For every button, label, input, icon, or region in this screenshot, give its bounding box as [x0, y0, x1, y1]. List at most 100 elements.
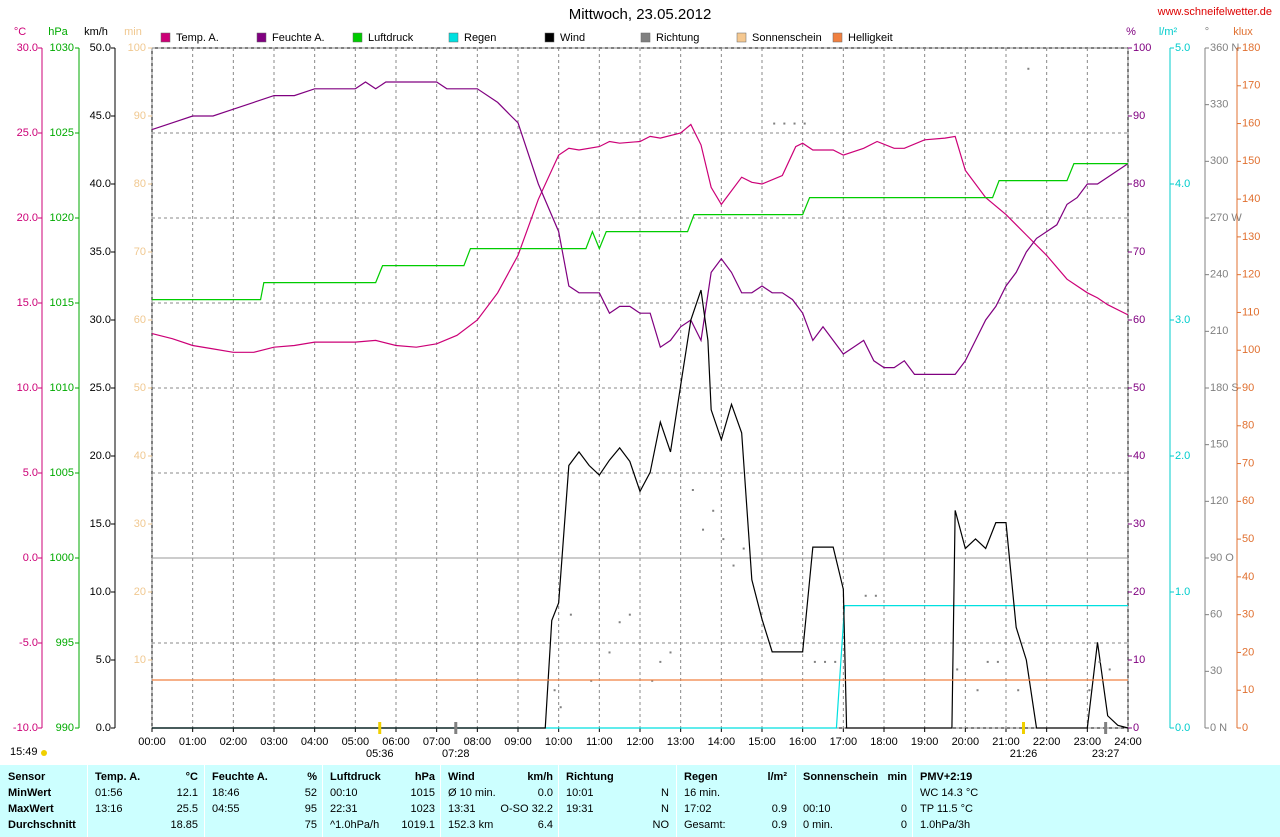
table-cell: l/m²	[767, 771, 787, 783]
y-tick-label: 1010	[50, 382, 74, 394]
table-cell: 0 min.	[803, 819, 833, 831]
direction-dot	[813, 660, 816, 663]
table-cell: 1019.1	[401, 819, 435, 831]
x-tick-label: 10:00	[545, 736, 573, 748]
y-tick-label: 90	[134, 110, 146, 122]
direction-dot	[986, 660, 989, 663]
y-tick-label: 140	[1242, 193, 1260, 205]
direction-dot	[1088, 689, 1091, 692]
legend-swatch	[160, 32, 171, 43]
y-tick-label: 10	[134, 654, 146, 666]
series-line	[151, 81, 1129, 375]
y-tick-label: 25.0	[17, 127, 38, 139]
y-tick-label: 1000	[50, 552, 74, 564]
y-tick-label: 60	[1242, 495, 1254, 507]
axis-unit: klux	[1233, 26, 1253, 38]
y-tick-label: 10.0	[90, 586, 111, 598]
table-cell: ^1.0hPa/h	[330, 819, 380, 831]
x-tick-label: 03:00	[260, 736, 288, 748]
y-tick-label: 1015	[50, 297, 74, 309]
event-label: 21:26	[1010, 748, 1038, 760]
y-tick-label: 30.0	[17, 42, 38, 54]
table-cell: km/h	[527, 771, 553, 783]
x-tick-label: 09:00	[504, 736, 532, 748]
direction-dot	[722, 538, 725, 541]
table-cell: 00:10	[803, 803, 831, 815]
y-tick-label: 10.0	[17, 382, 38, 394]
table-cell: 12.1	[176, 787, 198, 799]
x-tick-label: 05:00	[342, 736, 370, 748]
direction-dot	[793, 122, 796, 125]
table-cell: Ø 10 min.	[448, 787, 496, 799]
y-tick-label: 10	[1242, 684, 1254, 696]
table-cell: 1.0hPa/3h	[920, 819, 971, 831]
direction-dot	[590, 679, 593, 682]
table-cell: 0	[900, 819, 907, 831]
y-tick-label: 70	[1133, 246, 1145, 258]
y-tick-label: 40.0	[90, 178, 111, 190]
legend-swatch	[832, 32, 843, 43]
direction-dot	[1108, 668, 1111, 671]
y-tick-label: 1.0	[1175, 586, 1190, 598]
y-tick-label: 90 O	[1210, 552, 1234, 564]
x-tick-label: 01:00	[179, 736, 207, 748]
legend-label: Helligkeit	[848, 32, 893, 44]
y-tick-label: 110	[1242, 306, 1260, 318]
footer-note: 15:49	[10, 746, 38, 758]
legend-label: Regen	[464, 32, 496, 44]
direction-dot	[996, 660, 999, 663]
direction-dot	[618, 621, 621, 624]
column-separator	[912, 765, 913, 837]
x-tick-label: 08:00	[464, 736, 492, 748]
y-tick-label: 4.0	[1175, 178, 1190, 190]
legend-label: Sonnenschein	[752, 32, 822, 44]
legend-swatch	[544, 32, 555, 43]
table-cell: Gesamt:	[684, 819, 726, 831]
y-tick-label: 995	[56, 637, 74, 649]
x-tick-label: 11:00	[586, 736, 613, 748]
direction-dot	[608, 651, 611, 654]
series-line	[152, 163, 1128, 301]
legend-swatch	[736, 32, 747, 43]
table-cell: 6.4	[537, 819, 553, 831]
x-tick-label: 15:00	[748, 736, 776, 748]
table-cell: 22:31	[330, 803, 358, 815]
table-cell: 10:01	[566, 787, 594, 799]
chart: Mittwoch, 23.05.2012 www.schneifelwetter…	[10, 6, 1272, 760]
direction-dot	[669, 651, 672, 654]
series-line	[151, 123, 1129, 353]
direction-dot	[783, 122, 786, 125]
direction-dot	[976, 689, 979, 692]
table-cell: 00:10	[330, 787, 358, 799]
y-tick-label: 15.0	[17, 297, 38, 309]
table-cell: Regen	[684, 771, 718, 783]
y-tick-label: -5.0	[19, 637, 38, 649]
table-cell: 16 min.	[684, 787, 721, 799]
sun-icon	[41, 750, 47, 756]
y-tick-label: 180 S	[1210, 382, 1239, 394]
axis-unit: °C	[14, 26, 26, 38]
table-cell: Luftdruck	[330, 771, 381, 783]
y-tick-label: 210	[1210, 325, 1228, 337]
y-tick-label: 3.0	[1175, 314, 1190, 326]
y-tick-label: 1030	[50, 42, 74, 54]
legend-label: Feuchte A.	[272, 32, 325, 44]
y-tick-label: 150	[1210, 439, 1228, 451]
event-label: 23:27	[1092, 748, 1120, 760]
series-line	[152, 289, 1129, 729]
legend-label: Temp. A.	[176, 32, 219, 44]
y-tick-label: 5.0	[1175, 42, 1190, 54]
table-cell: 0.9	[771, 819, 787, 831]
y-tick-label: 70	[134, 246, 146, 258]
table-cell: 0.9	[771, 803, 787, 815]
y-tick-label: 60	[1210, 609, 1222, 621]
table-cell: hPa	[414, 771, 435, 783]
table-cell: min	[887, 771, 907, 783]
table-cell: Sensor	[8, 771, 46, 783]
x-tick-label: 13:00	[667, 736, 695, 748]
y-tick-label: 1020	[50, 212, 74, 224]
direction-dot	[1027, 67, 1030, 70]
table-cell: 25.5	[176, 803, 198, 815]
y-tick-label: 5.0	[96, 654, 111, 666]
table-cell: Wind	[448, 771, 475, 783]
